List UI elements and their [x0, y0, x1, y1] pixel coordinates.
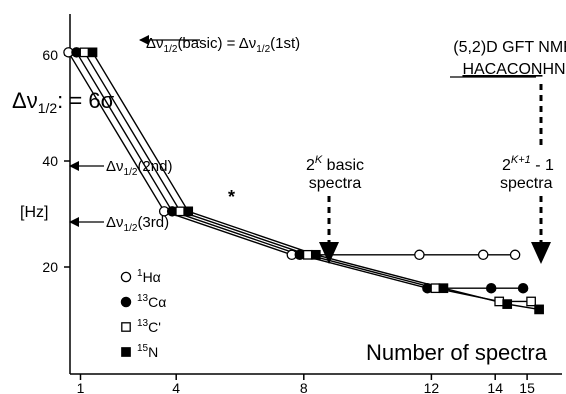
x-tick-label-14: 14 — [487, 380, 503, 394]
x-axis-label: Number of spectra — [366, 340, 548, 365]
legend-marker-13C' — [121, 322, 131, 332]
legend-label-1Hα: 1Hα — [137, 268, 161, 285]
data-point-15N-14 — [502, 299, 513, 309]
legend: 1Hα 13Cα 13C' 15N — [120, 268, 166, 360]
y-tick-label-20: 20 — [42, 259, 58, 275]
gft-spectra-label: 2K+1 - 1 — [502, 154, 554, 174]
data-point-13C'-12 — [430, 283, 441, 294]
data-point-15N-8 — [310, 249, 321, 260]
gft-spectra-arrowhead — [531, 242, 551, 264]
data-point-13C'-1 — [79, 47, 90, 58]
y-ticks: 20 40 60 — [42, 47, 70, 275]
x-tick-label-12: 12 — [424, 380, 440, 394]
data-point-1Hα-14 — [477, 249, 489, 261]
basic-linewidth-annotation: Δν1/2(basic) = Δν1/2(1st) — [139, 35, 300, 55]
data-point-13C'-14 — [494, 296, 505, 307]
basic-spectra-annotation: 2K basic spectra — [306, 154, 364, 264]
data-point-15N-4 — [183, 206, 194, 217]
data-point-13Cα-15 — [517, 282, 529, 294]
data-point-1Hα-15 — [509, 249, 521, 261]
x-tick-label-8: 8 — [300, 380, 308, 394]
data-point-13C'-4 — [175, 206, 186, 217]
legend-label-13C': 13C' — [137, 318, 161, 335]
data-point-15N-15 — [534, 304, 544, 315]
basic-spectra-label: 2K basic — [306, 154, 364, 174]
legend-marker-1Hα — [120, 271, 132, 283]
x-tick-label-4: 4 — [172, 380, 180, 394]
x-tick-label-15: 15 — [519, 380, 535, 394]
gft-title: (5,2)D GFT NMR — [453, 39, 566, 56]
legend-marker-13Cα — [120, 296, 132, 308]
x-tick-label-1: 1 — [77, 380, 85, 394]
y-tick-label-40: 40 — [42, 153, 58, 169]
series-line-1Hα — [67, 51, 516, 256]
gft-spectra-label-line2: spectra — [500, 175, 553, 192]
legend-label-15N: 15N — [137, 343, 158, 360]
series-line-13Cα — [75, 51, 524, 289]
data-point-13Cα-14 — [485, 282, 497, 294]
second-linewidth-annotation: Δν1/2(2nd) — [69, 158, 172, 178]
basic-spectra-arrowhead — [319, 242, 339, 264]
star-annotation: * — [228, 187, 235, 207]
legend-marker-15N — [121, 347, 131, 357]
basic-spectra-label-line2: spectra — [309, 175, 362, 192]
third-linewidth-annotation: Δν1/2(3rd) — [69, 214, 169, 234]
series-markers — [63, 47, 544, 315]
gft-experiment: HACACONHN — [462, 61, 565, 78]
data-point-13C'-8 — [302, 249, 313, 260]
data-point-13C'-15 — [526, 296, 536, 307]
y-tick-label-60: 60 — [42, 47, 58, 63]
series-line-15N — [91, 51, 540, 311]
x-ticks: 1 4 8 12 14 15 — [77, 374, 535, 394]
axes — [69, 14, 562, 375]
third-linewidth-label: Δν1/2(3rd) — [106, 214, 169, 234]
data-point-15N-1 — [87, 47, 98, 58]
data-point-15N-12 — [438, 283, 449, 294]
gft-spectra-annotation: (5,2)D GFT NMR HACACONHN 2K+1 - 1 spectr… — [450, 39, 566, 264]
legend-label-13Cα: 13Cα — [137, 293, 166, 310]
data-point-1Hα-12 — [414, 249, 425, 261]
basic-linewidth-label: Δν1/2(basic) = Δν1/2(1st) — [146, 35, 300, 55]
y-axis-unit: [Hz] — [20, 204, 48, 221]
